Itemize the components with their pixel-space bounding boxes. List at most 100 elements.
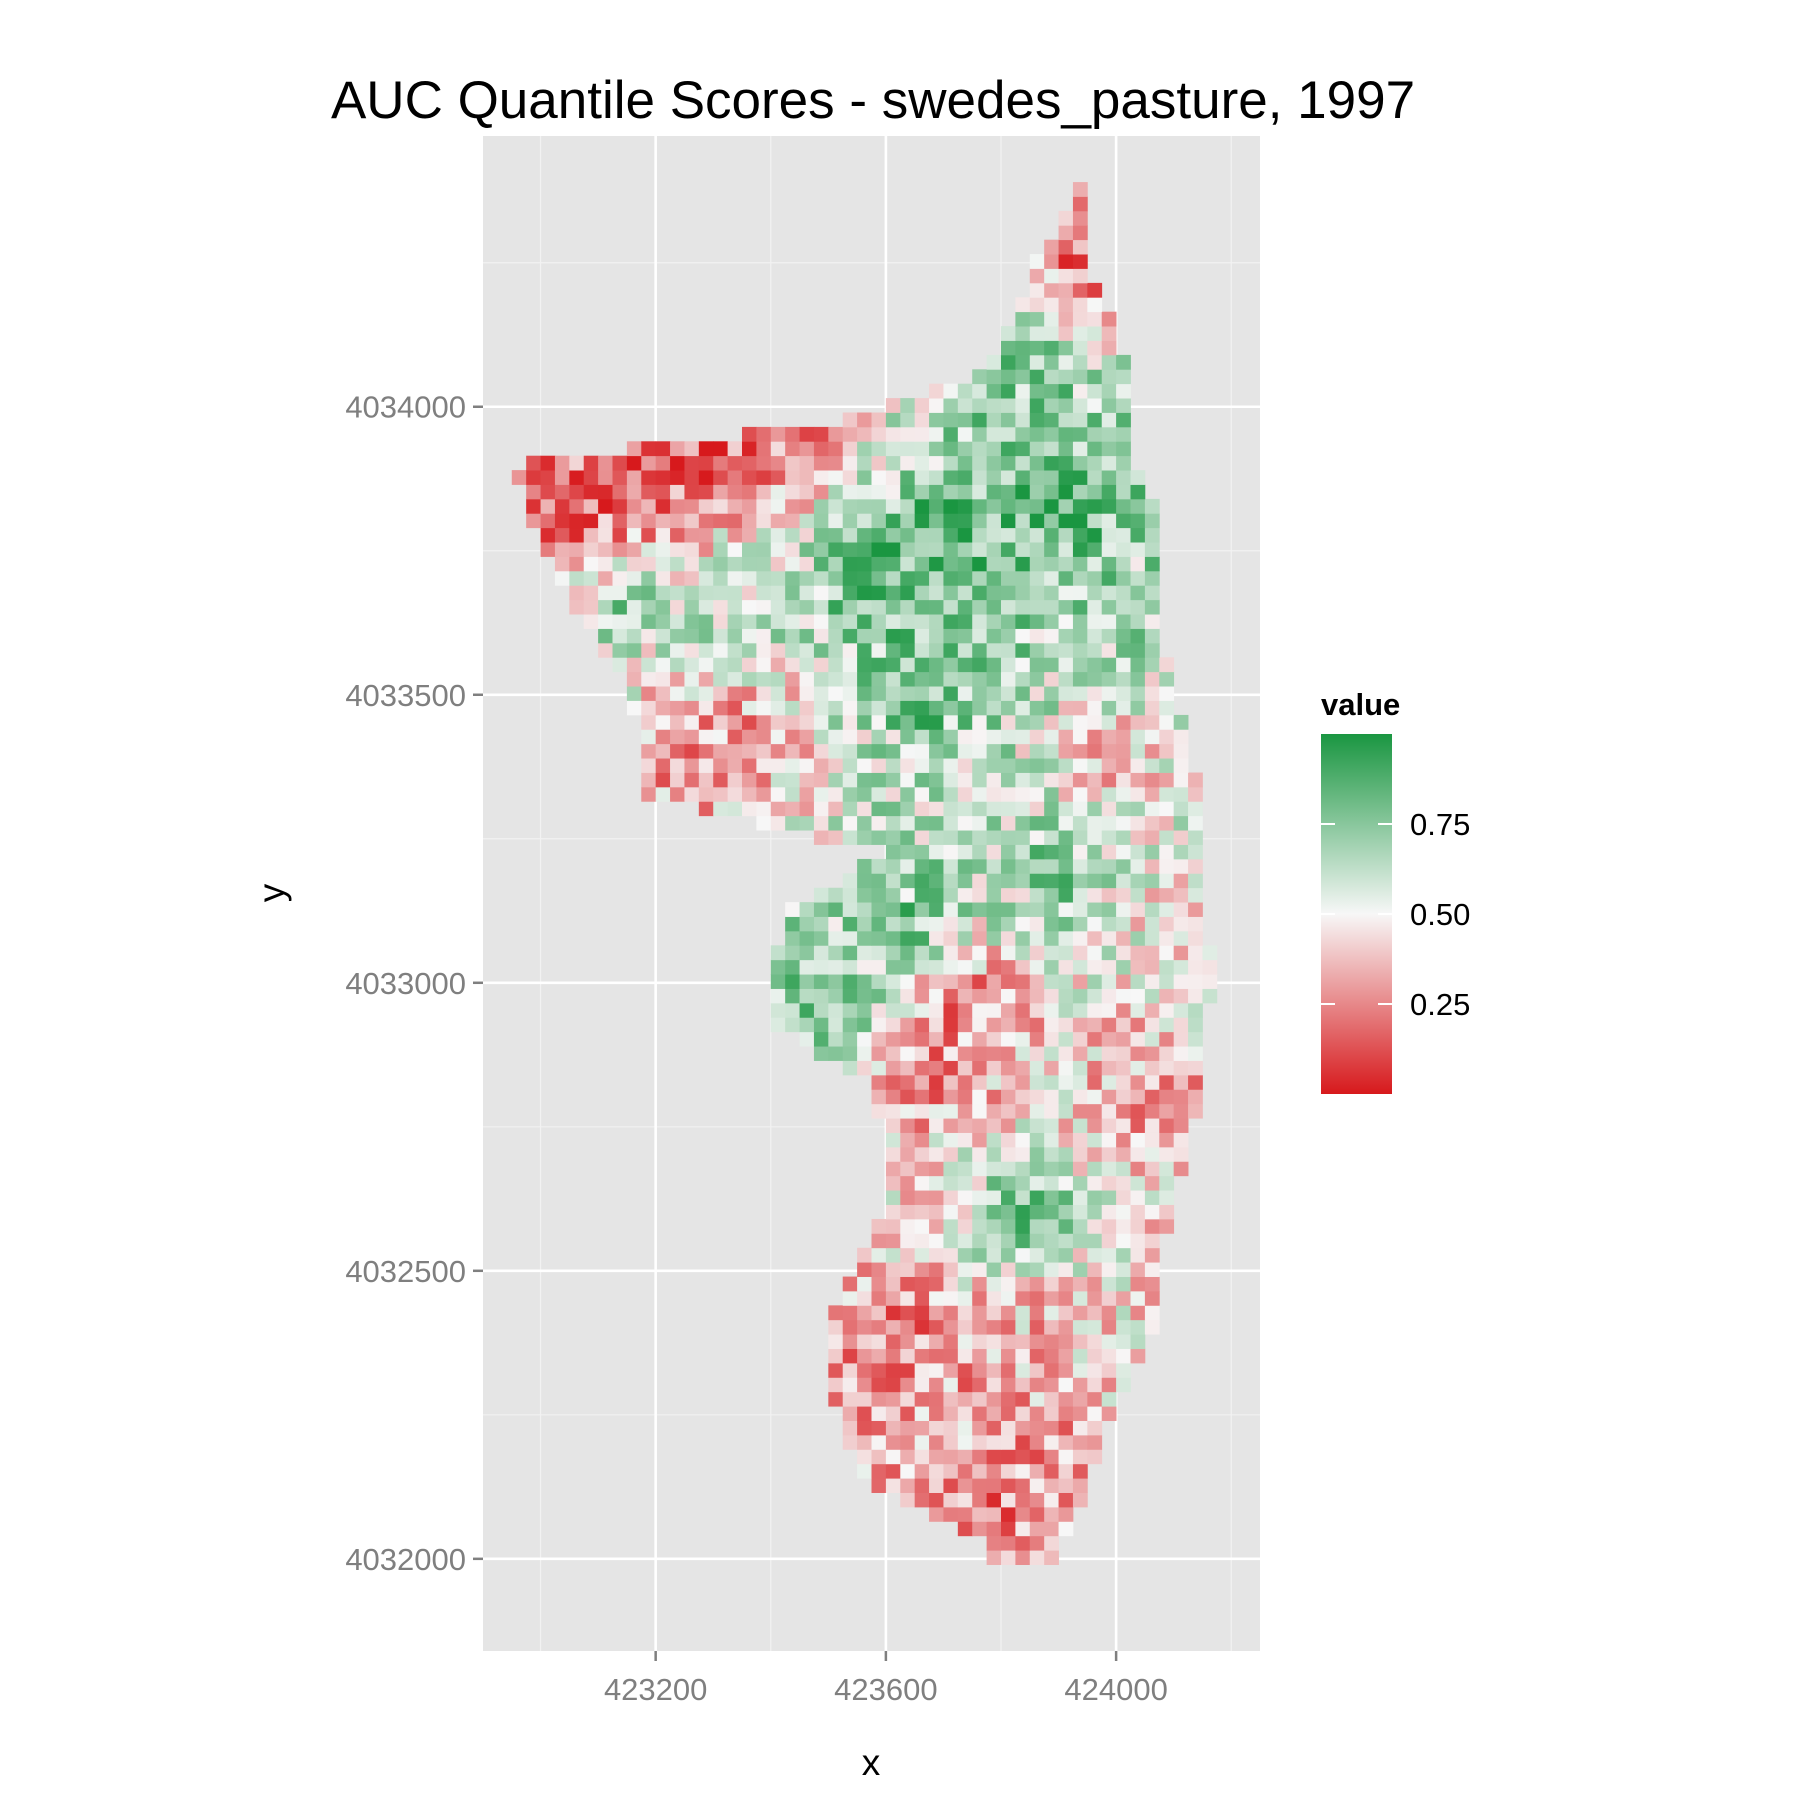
heatmap-cell: [857, 1463, 872, 1479]
heatmap-cell: [1101, 714, 1117, 730]
heatmap-cell: [569, 498, 585, 514]
heatmap-cell: [929, 1190, 944, 1205]
heatmap-cell: [698, 642, 714, 658]
heatmap-cell: [885, 1391, 901, 1407]
heatmap-cell: [1130, 1146, 1146, 1162]
heatmap-cell: [900, 1434, 916, 1450]
heatmap-cell: [842, 1060, 858, 1076]
heatmap-cell: [842, 743, 858, 759]
heatmap-cell: [583, 498, 599, 514]
heatmap-cell: [885, 686, 901, 701]
heatmap-cell: [1058, 441, 1074, 457]
heatmap-cell: [1029, 254, 1045, 269]
heatmap-cell: [612, 642, 628, 658]
heatmap-cell: [957, 786, 973, 802]
heatmap-cell: [929, 1233, 944, 1249]
heatmap-cell: [626, 628, 642, 644]
heatmap-cell: [770, 1017, 786, 1033]
heatmap-cell: [885, 455, 901, 471]
heatmap-cell: [713, 484, 729, 500]
heatmap-cell: [641, 484, 657, 500]
heatmap-cell: [900, 1046, 916, 1061]
heatmap-cell: [1029, 383, 1045, 399]
heatmap-cell: [1029, 369, 1045, 385]
heatmap-cell: [929, 916, 944, 932]
heatmap-cell: [813, 902, 829, 917]
heatmap-cell: [1015, 1017, 1031, 1033]
heatmap-cell: [1001, 498, 1016, 514]
heatmap-cell: [943, 1406, 959, 1421]
heatmap-cell: [943, 1132, 959, 1148]
heatmap-cell: [986, 902, 1002, 917]
heatmap-cell: [972, 527, 988, 543]
heatmap-cell: [1130, 498, 1146, 514]
heatmap-cell: [612, 599, 628, 615]
heatmap-cell: [857, 599, 872, 615]
heatmap-cell: [1101, 1031, 1117, 1047]
heatmap-cell: [900, 1118, 916, 1133]
heatmap-cell: [828, 585, 844, 601]
heatmap-cell: [569, 542, 585, 557]
heatmap-cell: [871, 1017, 887, 1033]
heatmap-cell: [799, 714, 815, 730]
heatmap-cell: [1144, 628, 1160, 644]
heatmap-cell: [1087, 801, 1103, 817]
heatmap-cell: [1001, 830, 1016, 845]
heatmap-cell: [871, 815, 887, 831]
heatmap-cell: [900, 714, 916, 730]
heatmap-cell: [684, 513, 700, 529]
heatmap-cell: [871, 1434, 887, 1450]
heatmap-cell: [1101, 614, 1117, 629]
heatmap-cell: [842, 614, 858, 629]
heatmap-cell: [1159, 714, 1175, 730]
heatmap-cell: [785, 513, 800, 529]
heatmap-cell: [569, 585, 585, 601]
heatmap-cell: [943, 1175, 959, 1191]
heatmap-cell: [828, 1391, 844, 1407]
heatmap-cell: [1159, 743, 1175, 759]
heatmap-cell: [842, 484, 858, 500]
heatmap-cell: [900, 1002, 916, 1018]
heatmap-cell: [1029, 1535, 1045, 1551]
heatmap-cell: [828, 556, 844, 572]
heatmap-cell: [554, 556, 570, 572]
heatmap-cell: [871, 988, 887, 1004]
heatmap-cell: [1015, 830, 1031, 845]
heatmap-cell: [929, 1175, 944, 1191]
heatmap-cell: [1001, 470, 1016, 485]
heatmap-cell: [900, 858, 916, 874]
heatmap-cell: [698, 513, 714, 529]
heatmap-cell: [943, 1334, 959, 1349]
heatmap-cell: [1058, 1434, 1074, 1450]
heatmap-cell: [1029, 1233, 1045, 1249]
heatmap-cell: [1058, 916, 1074, 932]
heatmap-cell: [943, 498, 959, 514]
heatmap-cell: [957, 585, 973, 601]
heatmap-cell: [1029, 484, 1045, 500]
heatmap-cell: [1058, 369, 1074, 385]
heatmap-cell: [1101, 383, 1117, 399]
heatmap-cell: [871, 542, 887, 557]
heatmap-cell: [1001, 383, 1016, 399]
heatmap-cell: [684, 642, 700, 658]
heatmap-cell: [727, 729, 743, 745]
heatmap-cell: [1001, 801, 1016, 817]
heatmap-cell: [626, 513, 642, 529]
heatmap-cell: [799, 542, 815, 557]
heatmap-cell: [1072, 1420, 1088, 1436]
heatmap-cell: [684, 570, 700, 586]
heatmap-cell: [857, 484, 872, 500]
heatmap-cell: [900, 614, 916, 629]
heatmap-cell: [1101, 1002, 1117, 1018]
heatmap-cell: [813, 542, 829, 557]
heatmap-cell: [1058, 1118, 1074, 1133]
heatmap-cell: [1029, 830, 1045, 845]
heatmap-cell: [1116, 513, 1131, 529]
heatmap-cell: [1044, 412, 1059, 428]
heatmap-cell: [871, 556, 887, 572]
heatmap-cell: [1044, 1377, 1059, 1393]
heatmap-cell: [1101, 815, 1117, 831]
heatmap-cell: [914, 686, 930, 701]
heatmap-cell: [1001, 1506, 1016, 1522]
heatmap-cell: [972, 1276, 988, 1292]
